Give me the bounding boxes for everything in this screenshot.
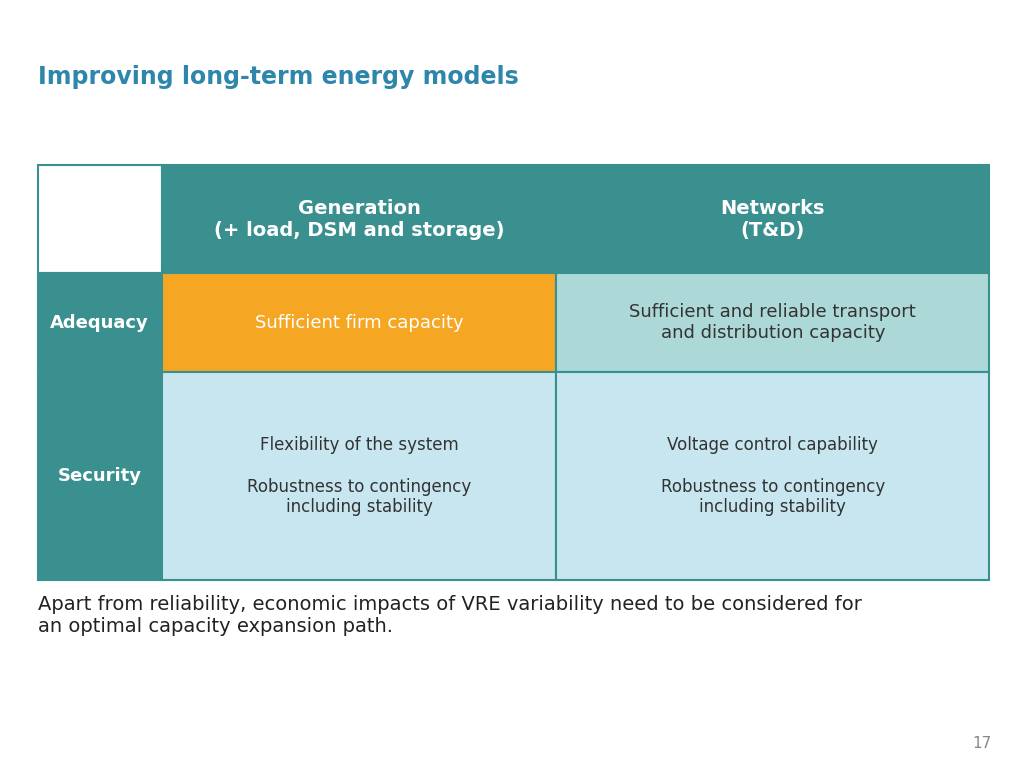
Text: Generation
(+ load, DSM and storage): Generation (+ load, DSM and storage) [214, 199, 504, 240]
Text: Networks
(T&D): Networks (T&D) [721, 199, 825, 240]
Text: Adequacy: Adequacy [50, 313, 150, 332]
Bar [38, 273, 162, 372]
Text: Apart from reliability, economic impacts of VRE variability need to be considere: Apart from reliability, economic impacts… [38, 595, 862, 636]
Text: Sufficient firm capacity: Sufficient firm capacity [255, 313, 463, 332]
Text: Improving long-term energy models: Improving long-term energy models [38, 65, 518, 89]
Text: 17: 17 [972, 736, 991, 751]
Text: Sufficient and reliable transport
and distribution capacity: Sufficient and reliable transport and di… [630, 303, 916, 342]
Bar [556, 273, 989, 372]
Bar [556, 372, 989, 580]
Bar [38, 165, 162, 273]
Bar [556, 165, 989, 273]
Bar [162, 165, 556, 273]
Bar [162, 372, 556, 580]
Bar [162, 273, 556, 372]
Text: Flexibility of the system

Robustness to contingency
including stability: Flexibility of the system Robustness to … [247, 436, 471, 516]
Bar [38, 372, 162, 580]
Text: Voltage control capability

Robustness to contingency
including stability: Voltage control capability Robustness to… [660, 436, 885, 516]
Text: Security: Security [57, 467, 141, 485]
